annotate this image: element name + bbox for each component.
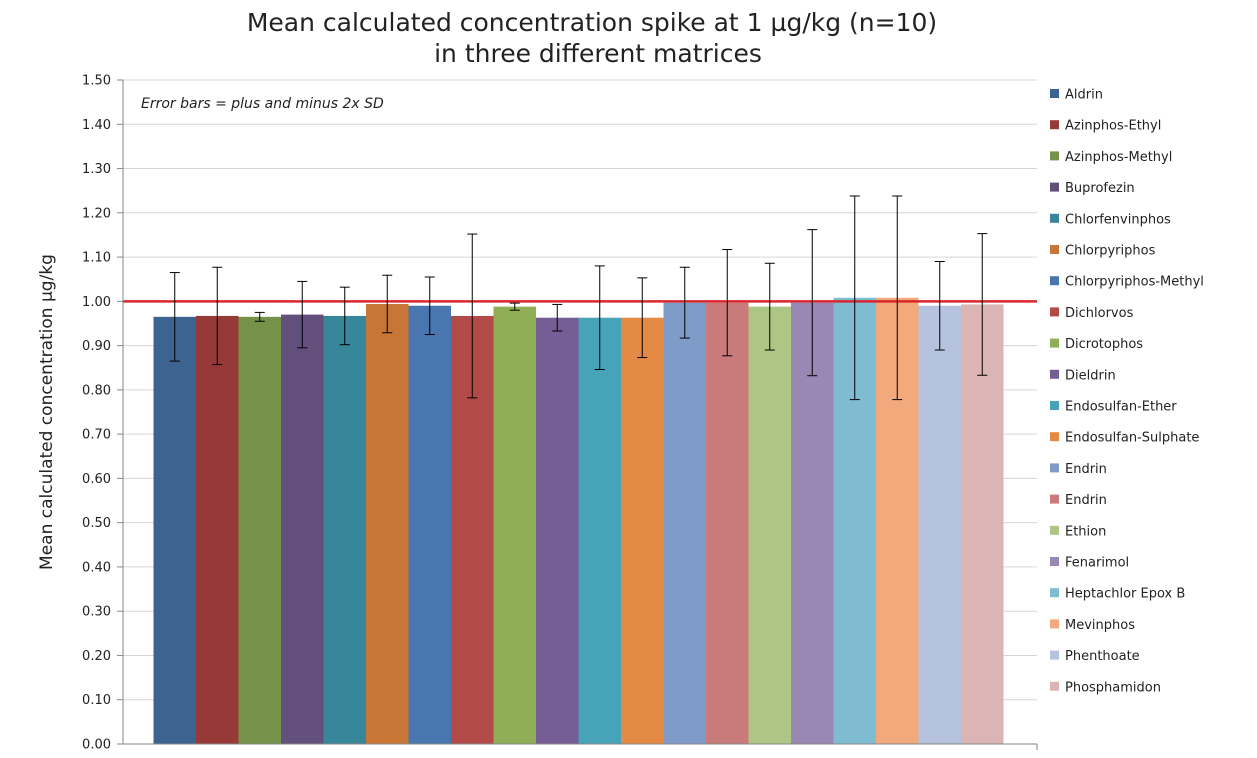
bar-11 (621, 317, 664, 744)
axes: 0.00 0.10 0.20 0.30 0.40 0.50 0.60 0.70 0.80 0.90… (82, 74, 1038, 753)
bars (153, 297, 1004, 744)
legend: Aldrin Azinphos-Ethyl Azinphos-Methyl Bupro… (1050, 88, 1204, 695)
legend-label-7: Dichlorvos (1065, 306, 1134, 321)
y-tick-label: 1.10 (82, 251, 111, 266)
legend-label-8: Dicrotophos (1065, 337, 1143, 352)
legend-swatch-3 (1050, 182, 1059, 192)
y-tick-label: 0.00 (82, 738, 111, 753)
bar-15 (791, 302, 834, 744)
legend-swatch-4 (1050, 213, 1059, 223)
legend-label-4: Chlorfenvinphos (1065, 212, 1171, 227)
legend-label-14: Ethion (1065, 524, 1106, 539)
y-tick-label: 1.40 (82, 118, 111, 133)
legend-swatch-10 (1050, 401, 1059, 410)
legend-swatch-2 (1050, 151, 1059, 161)
bar-1 (196, 315, 239, 744)
error-bars (169, 195, 988, 401)
legend-swatch-0 (1050, 89, 1059, 98)
y-tick-label: 0.90 (82, 339, 111, 354)
y-tick-label: 0.30 (82, 605, 111, 620)
bar-19 (961, 304, 1004, 744)
legend-label-11: Endosulfan-Sulphate (1065, 431, 1199, 446)
legend-label-2: Azinphos-Methyl (1065, 150, 1172, 165)
legend-swatch-6 (1050, 276, 1059, 286)
bar-2 (238, 316, 281, 744)
y-tick-label: 1.20 (82, 206, 111, 221)
legend-swatch-7 (1050, 307, 1059, 317)
legend-swatch-16 (1050, 588, 1059, 598)
y-axis-label: Mean calculated concentration µg/kg (37, 254, 57, 570)
bar-5 (366, 303, 409, 744)
y-tick-label: 0.40 (82, 560, 111, 575)
legend-swatch-17 (1050, 619, 1059, 629)
legend-swatch-11 (1050, 432, 1059, 442)
legend-label-15: Fenarimol (1065, 556, 1129, 571)
y-tick-label: 0.60 (82, 472, 111, 487)
y-tick-label: 0.70 (82, 428, 111, 443)
legend-label-5: Chlorpyriphos (1065, 244, 1156, 259)
y-tick-label: 0.50 (82, 516, 111, 531)
bar-14 (748, 306, 791, 744)
bar-6 (408, 305, 451, 744)
legend-label-18: Phenthoate (1065, 649, 1140, 664)
legend-swatch-14 (1050, 525, 1059, 535)
legend-label-0: Aldrin (1065, 88, 1103, 103)
legend-label-9: Dieldrin (1065, 368, 1116, 383)
legend-swatch-9 (1050, 369, 1059, 379)
legend-swatch-8 (1050, 338, 1059, 348)
legend-label-19: Phosphamidon (1065, 680, 1161, 695)
legend-swatch-13 (1050, 494, 1059, 504)
y-tick-label: 1.00 (82, 295, 111, 310)
bar-18 (918, 305, 961, 744)
y-tick-label: 0.80 (82, 383, 111, 398)
legend-label-3: Buprofezin (1065, 181, 1135, 196)
legend-swatch-12 (1050, 463, 1059, 473)
y-tick-label: 0.20 (82, 649, 111, 664)
error-bar-note: Error bars = plus and minus 2x SD (141, 96, 384, 112)
legend-swatch-1 (1050, 120, 1059, 130)
bar-8 (493, 306, 536, 744)
legend-swatch-15 (1050, 557, 1059, 566)
legend-label-1: Azinphos-Ethyl (1065, 119, 1161, 134)
legend-label-16: Heptachlor Epox B (1065, 587, 1185, 602)
legend-swatch-5 (1050, 245, 1059, 254)
y-tick-label: 1.50 (82, 74, 111, 89)
y-tick-label: 0.10 (82, 693, 111, 708)
bar-9 (536, 317, 579, 744)
legend-label-6: Chlorpyriphos-Methyl (1065, 275, 1204, 290)
bar-13 (706, 302, 749, 744)
legend-swatch-19 (1050, 681, 1059, 691)
bar-12 (663, 302, 706, 744)
legend-swatch-18 (1050, 650, 1059, 660)
bar-4 (323, 315, 366, 744)
legend-label-13: Endrin (1065, 493, 1107, 508)
bar-0 (153, 316, 196, 744)
chart-title: Mean calculated concentration spike at 1… (247, 8, 937, 37)
legend-label-12: Endrin (1065, 462, 1107, 477)
chart-subtitle: in three different matrices (434, 39, 762, 68)
y-tick-label: 1.30 (82, 162, 111, 177)
bar-10 (578, 317, 621, 744)
legend-label-17: Mevinphos (1065, 618, 1135, 633)
legend-label-10: Endosulfan-Ether (1065, 400, 1177, 415)
bar-3 (281, 314, 324, 744)
